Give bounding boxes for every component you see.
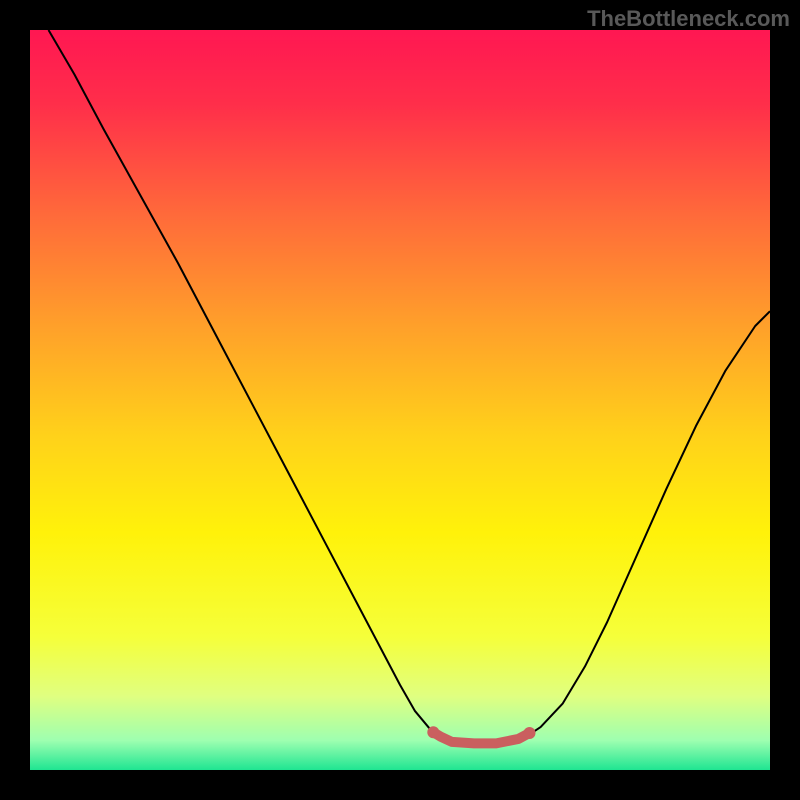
gradient-background — [30, 30, 770, 770]
bottleneck-curve-chart — [30, 30, 770, 770]
highlight-start-dot — [427, 726, 439, 738]
chart-area — [30, 30, 770, 770]
highlight-end-dot — [524, 727, 536, 739]
watermark-text: TheBottleneck.com — [587, 6, 790, 32]
